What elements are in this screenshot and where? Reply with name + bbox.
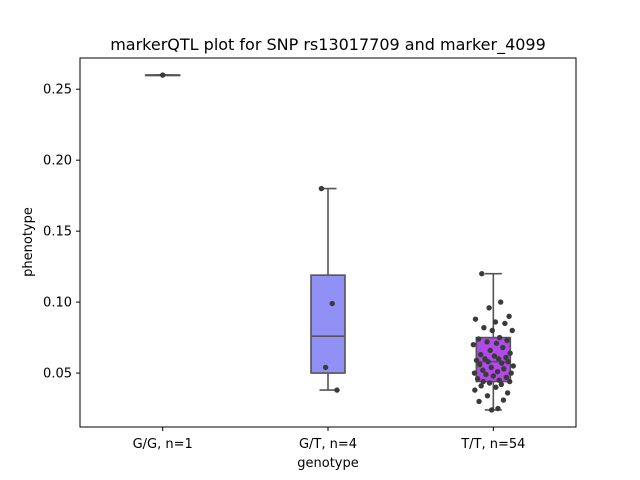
data-point xyxy=(483,371,489,378)
data-point xyxy=(478,351,484,358)
data-point xyxy=(500,397,507,403)
data-point xyxy=(322,364,329,371)
data-point xyxy=(480,367,486,373)
data-point xyxy=(470,341,477,348)
data-point xyxy=(496,377,502,383)
data-point xyxy=(504,390,511,396)
data-point xyxy=(496,334,503,341)
data-point xyxy=(503,374,510,381)
x-tick-label: G/T, n=4 xyxy=(299,437,357,452)
data-point xyxy=(474,376,481,382)
data-point xyxy=(509,327,515,334)
data-point xyxy=(478,383,484,389)
data-point xyxy=(495,405,501,412)
data-point xyxy=(510,363,516,369)
data-point xyxy=(476,361,483,368)
data-point xyxy=(499,360,505,366)
data-point xyxy=(479,271,485,277)
data-point xyxy=(494,368,501,375)
data-point xyxy=(492,319,499,325)
data-point xyxy=(486,305,492,311)
data-point xyxy=(497,299,504,305)
data-point xyxy=(502,320,508,327)
data-point xyxy=(329,300,335,307)
data-point xyxy=(507,350,513,356)
data-point xyxy=(472,316,479,322)
data-point xyxy=(334,387,340,393)
y-tick-label: 0.10 xyxy=(43,296,72,311)
data-point xyxy=(488,364,494,371)
x-tick-label: G/G, n=1 xyxy=(133,437,193,452)
chart-title: markerQTL plot for SNP rs13017709 and ma… xyxy=(110,35,546,55)
data-point xyxy=(475,336,482,342)
data-point xyxy=(318,185,325,192)
data-point xyxy=(506,313,512,319)
data-point xyxy=(476,398,482,405)
data-point xyxy=(503,354,509,361)
data-point xyxy=(501,366,507,372)
y-tick-label: 0.25 xyxy=(43,83,72,98)
data-point xyxy=(488,407,495,413)
y-tick-label: 0.05 xyxy=(43,367,72,382)
data-point xyxy=(486,380,493,386)
data-point xyxy=(491,353,498,359)
y-axis-label: phenotype xyxy=(21,207,36,277)
data-point xyxy=(472,387,478,393)
data-point xyxy=(489,327,495,334)
data-point xyxy=(159,72,166,78)
x-axis: G/G, n=1 G/T, n=4 T/T, n=54 xyxy=(133,427,525,452)
data-point xyxy=(493,384,499,390)
data-point xyxy=(473,357,480,363)
data-point xyxy=(484,339,490,345)
x-axis-label: genotype xyxy=(297,456,358,471)
data-point xyxy=(471,370,478,376)
y-tick-label: 0.15 xyxy=(43,225,72,240)
data-point xyxy=(504,337,510,344)
y-axis: 0.05 0.10 0.15 0.20 0.25 xyxy=(43,83,80,382)
data-point xyxy=(485,359,491,365)
data-point xyxy=(495,356,502,362)
y-tick-label: 0.20 xyxy=(43,154,72,169)
data-point xyxy=(507,378,513,385)
box-iqr xyxy=(310,274,346,374)
x-tick-label: T/T, n=54 xyxy=(460,437,525,452)
data-point xyxy=(498,381,505,388)
box-group xyxy=(310,185,346,393)
data-point xyxy=(493,340,500,346)
box-group xyxy=(144,72,181,78)
data-point xyxy=(480,378,486,385)
data-point xyxy=(508,370,514,376)
data-point xyxy=(484,393,491,399)
data-point xyxy=(490,373,497,379)
data-point xyxy=(487,347,493,354)
data-point xyxy=(505,359,511,365)
plot-area xyxy=(144,72,516,413)
data-point xyxy=(500,344,506,351)
data-point xyxy=(481,324,487,331)
box-group xyxy=(470,271,516,413)
